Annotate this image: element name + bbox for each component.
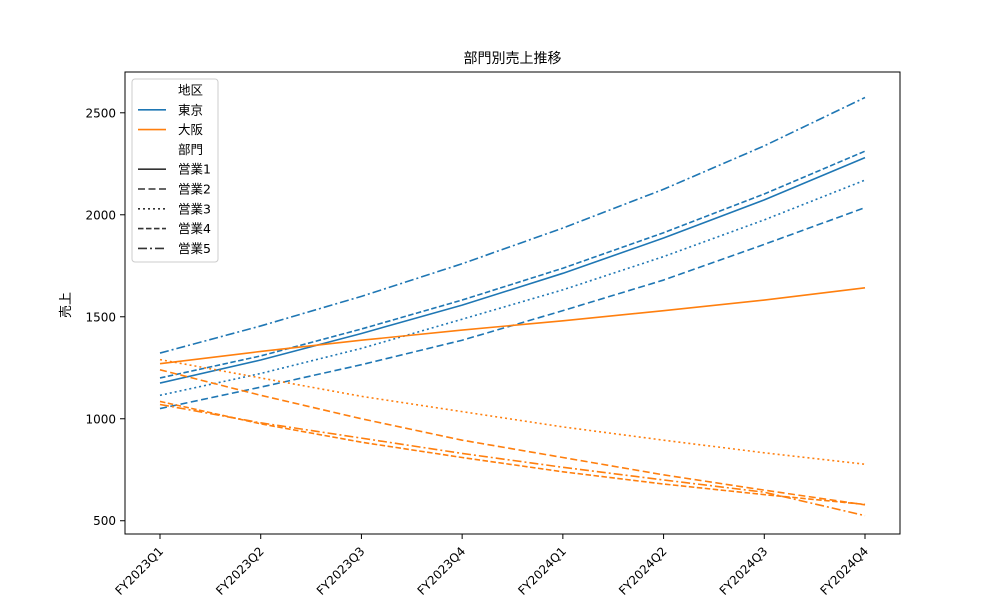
x-tick-label: FY2023Q3 [314,544,368,598]
series-line-osaka-1 [159,287,866,365]
y-tick-label: 2000 [85,208,116,222]
y-tick-label: 1000 [85,412,116,426]
y-tick-label: 500 [93,514,116,528]
legend-label: 大阪 [178,122,204,137]
y-tick-label: 1500 [85,310,116,324]
y-axis: 500 1000 1500 2000 2500 [85,106,125,528]
x-tick-label: FY2024Q3 [717,544,771,598]
series-line-osaka-2 [159,369,866,506]
x-tick-label: FY2024Q2 [616,544,670,598]
series-line-tokyo-1 [159,156,866,384]
y-axis-label: 売上 [58,292,74,318]
legend-label: 営業2 [178,182,211,197]
x-tick-label: FY2023Q4 [415,544,469,598]
legend-label: 営業4 [178,221,211,236]
x-tick-label: FY2023Q2 [213,544,267,598]
chart-title: 部門別売上推移 [464,51,562,67]
x-tick-label: FY2023Q1 [112,544,166,598]
series-line-tokyo-2 [159,206,866,410]
series-line-tokyo-4 [159,150,866,379]
series-layer [159,96,866,517]
legend-box [131,78,219,263]
legend-label: 東京 [178,102,203,117]
x-axis: FY2023Q1 FY2023Q2 FY2023Q3 FY2023Q4 FY2024Q1… [112,534,871,598]
x-tick-label: FY2024Q1 [515,544,569,598]
y-tick-label: 2500 [85,106,116,120]
legend-label: 営業1 [178,162,211,177]
legend-label: 営業3 [178,201,211,216]
x-tick-label: FY2024Q4 [817,544,871,598]
plot-frame [124,71,901,535]
legend-label: 営業5 [178,241,211,256]
series-line-osaka-4 [159,400,866,506]
series-line-osaka-5 [159,403,866,517]
legend-group-title: 部門 [178,142,203,157]
series-line-tokyo-5 [159,96,866,354]
series-line-tokyo-3 [159,179,866,397]
legend-group-title: 地区 [178,83,203,98]
